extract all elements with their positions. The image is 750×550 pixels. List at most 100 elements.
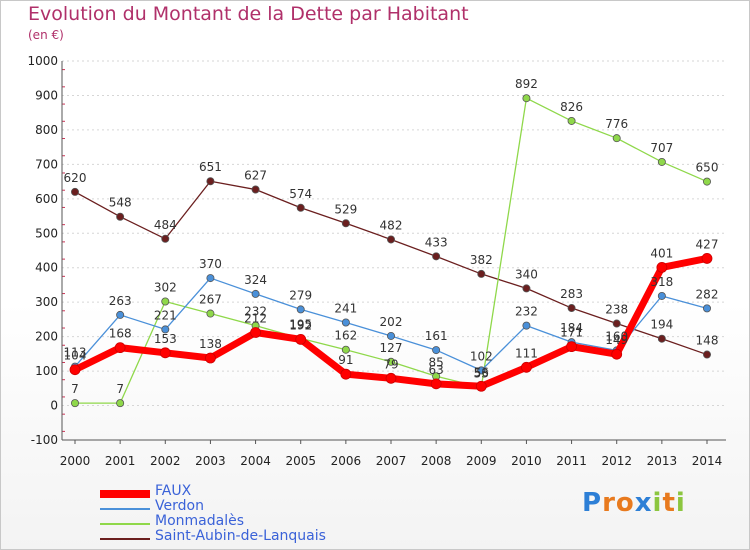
y-tick-label: 500 bbox=[35, 226, 58, 240]
data-label: 279 bbox=[289, 288, 312, 302]
data-label: 232 bbox=[244, 305, 267, 319]
logo-letter: i bbox=[675, 488, 686, 518]
data-point bbox=[386, 331, 395, 340]
logo-letter: r bbox=[602, 488, 616, 518]
data-point bbox=[161, 297, 170, 306]
logo-letter: i bbox=[652, 488, 663, 518]
data-point bbox=[477, 366, 486, 375]
data-label: 53 bbox=[474, 366, 489, 380]
data-label: 318 bbox=[650, 275, 673, 289]
data-label: 484 bbox=[154, 218, 177, 232]
data-label: 148 bbox=[696, 334, 719, 348]
data-label: 212 bbox=[244, 312, 267, 326]
data-label: 102 bbox=[470, 349, 493, 363]
legend-label: Saint-Aubin-de-Lanquais bbox=[155, 528, 326, 544]
data-label: 171 bbox=[560, 326, 583, 340]
data-point bbox=[703, 177, 712, 186]
data-point bbox=[522, 321, 531, 330]
x-tick-label: 2000 bbox=[60, 454, 91, 468]
x-tick-label: 2014 bbox=[692, 454, 723, 468]
data-point bbox=[340, 368, 352, 380]
proxiti-logo: Proxiti bbox=[582, 488, 686, 518]
x-tick-label: 2010 bbox=[511, 454, 542, 468]
logo-letter: o bbox=[615, 488, 635, 518]
legend-swatch bbox=[100, 537, 150, 540]
data-label: 892 bbox=[515, 77, 538, 91]
data-point bbox=[656, 261, 668, 273]
line-chart: -100 0 100 200 300 400 500 600 700 800 900 1000 2000… bbox=[27, 54, 726, 468]
logo-letter: t bbox=[662, 488, 676, 518]
data-label: 221 bbox=[154, 308, 177, 322]
data-label: 382 bbox=[470, 253, 493, 267]
data-point bbox=[612, 319, 621, 328]
chart-title: Evolution du Montant de la Dette par Hab… bbox=[28, 3, 469, 25]
data-label: 111 bbox=[515, 346, 538, 360]
data-label: 232 bbox=[515, 305, 538, 319]
data-label: 85 bbox=[429, 355, 444, 369]
data-point bbox=[567, 304, 576, 313]
data-label: 138 bbox=[199, 337, 222, 351]
data-label: 433 bbox=[425, 235, 448, 249]
data-label: 283 bbox=[560, 287, 583, 301]
data-label: 427 bbox=[696, 237, 719, 251]
data-point bbox=[69, 364, 81, 376]
y-tick-label: 300 bbox=[35, 295, 58, 309]
data-label: 651 bbox=[199, 160, 222, 174]
data-label: 238 bbox=[605, 303, 628, 317]
legend-label: FAUX bbox=[155, 483, 192, 499]
series-lines bbox=[69, 94, 713, 408]
data-label: 194 bbox=[650, 318, 673, 332]
data-point bbox=[71, 399, 80, 408]
data-point bbox=[161, 234, 170, 243]
legend-label: Verdon bbox=[155, 498, 204, 514]
data-point bbox=[116, 399, 125, 408]
data-label: 202 bbox=[380, 315, 403, 329]
x-tick-label: 2005 bbox=[285, 454, 316, 468]
data-point bbox=[206, 309, 215, 318]
data-point bbox=[566, 341, 577, 353]
data-label: 340 bbox=[515, 267, 538, 281]
data-point bbox=[657, 334, 666, 343]
data-label: 574 bbox=[289, 187, 312, 201]
x-tick-label: 2007 bbox=[376, 454, 407, 468]
data-label: 168 bbox=[109, 327, 132, 341]
data-point bbox=[521, 361, 532, 373]
data-point bbox=[477, 269, 486, 278]
data-point bbox=[385, 372, 397, 384]
data-point bbox=[432, 346, 441, 355]
data-point bbox=[71, 187, 80, 196]
data-label: 127 bbox=[380, 341, 403, 355]
data-point bbox=[430, 378, 442, 390]
data-point bbox=[296, 203, 305, 212]
data-point bbox=[657, 157, 666, 166]
data-label: 620 bbox=[64, 171, 87, 185]
data-label: 161 bbox=[425, 329, 448, 343]
data-label: 401 bbox=[650, 246, 673, 260]
data-label: 184 bbox=[560, 321, 583, 335]
data-point bbox=[522, 284, 531, 293]
data-label: 370 bbox=[199, 257, 222, 271]
data-point bbox=[611, 348, 623, 360]
data-label: 63 bbox=[429, 363, 444, 377]
data-point bbox=[703, 350, 712, 359]
data-label: 7 bbox=[71, 382, 79, 396]
data-label: 826 bbox=[560, 100, 583, 114]
data-label: 56 bbox=[474, 365, 489, 379]
legend-label: Monmadalès bbox=[155, 513, 244, 529]
data-point bbox=[341, 219, 350, 228]
logo-letter: x bbox=[634, 488, 653, 518]
data-point bbox=[161, 325, 170, 334]
y-tick-label: 100 bbox=[35, 364, 58, 378]
data-point bbox=[251, 289, 260, 298]
x-tick-label: 2006 bbox=[331, 454, 362, 468]
data-label: 324 bbox=[244, 273, 267, 287]
data-label: 263 bbox=[109, 294, 132, 308]
data-label: 104 bbox=[64, 349, 87, 363]
data-label: 267 bbox=[199, 293, 222, 307]
y-tick-label: 400 bbox=[35, 261, 58, 275]
data-point bbox=[206, 177, 215, 186]
data-point bbox=[522, 94, 531, 103]
data-point bbox=[159, 347, 171, 359]
data-label: 776 bbox=[605, 117, 628, 131]
data-label: 149 bbox=[605, 333, 628, 347]
